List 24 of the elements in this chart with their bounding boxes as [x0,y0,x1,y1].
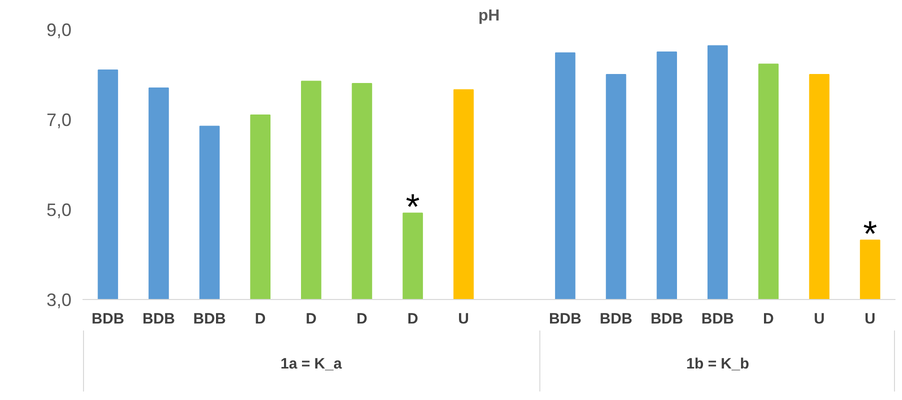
y-tick-label: 7,0 [46,110,72,130]
x-tick-label: U [814,310,825,328]
x-tick-label: D [254,310,266,328]
annotation: * [863,213,878,254]
x-tick-label: D [763,310,774,328]
x-tick-label: BDB [548,310,582,328]
y-tick-label: 9,0 [46,20,72,40]
x-tick-label: BDB [193,310,226,328]
x-tick-label: D [356,310,368,328]
x-tick-label: BDB [92,310,124,328]
y-tick-label: 3,0 [46,290,72,310]
x-tick-label: BDB [600,310,632,328]
y-tick-label: 5,0 [46,200,72,220]
x-tick-label: BDB [142,310,176,328]
x-tick-label: U [458,310,470,328]
x-tick-label: BDB [701,310,734,328]
x-tick-label: D [407,310,418,328]
x-tick-label: BDB [650,310,684,328]
x-tick-label: U [864,310,876,328]
text: 1b = K_b [686,356,750,373]
chart-title: pH [478,8,500,24]
x-tick-label: D [306,310,317,328]
text: 1a = K_a [280,356,342,373]
annotation: * [406,186,420,228]
